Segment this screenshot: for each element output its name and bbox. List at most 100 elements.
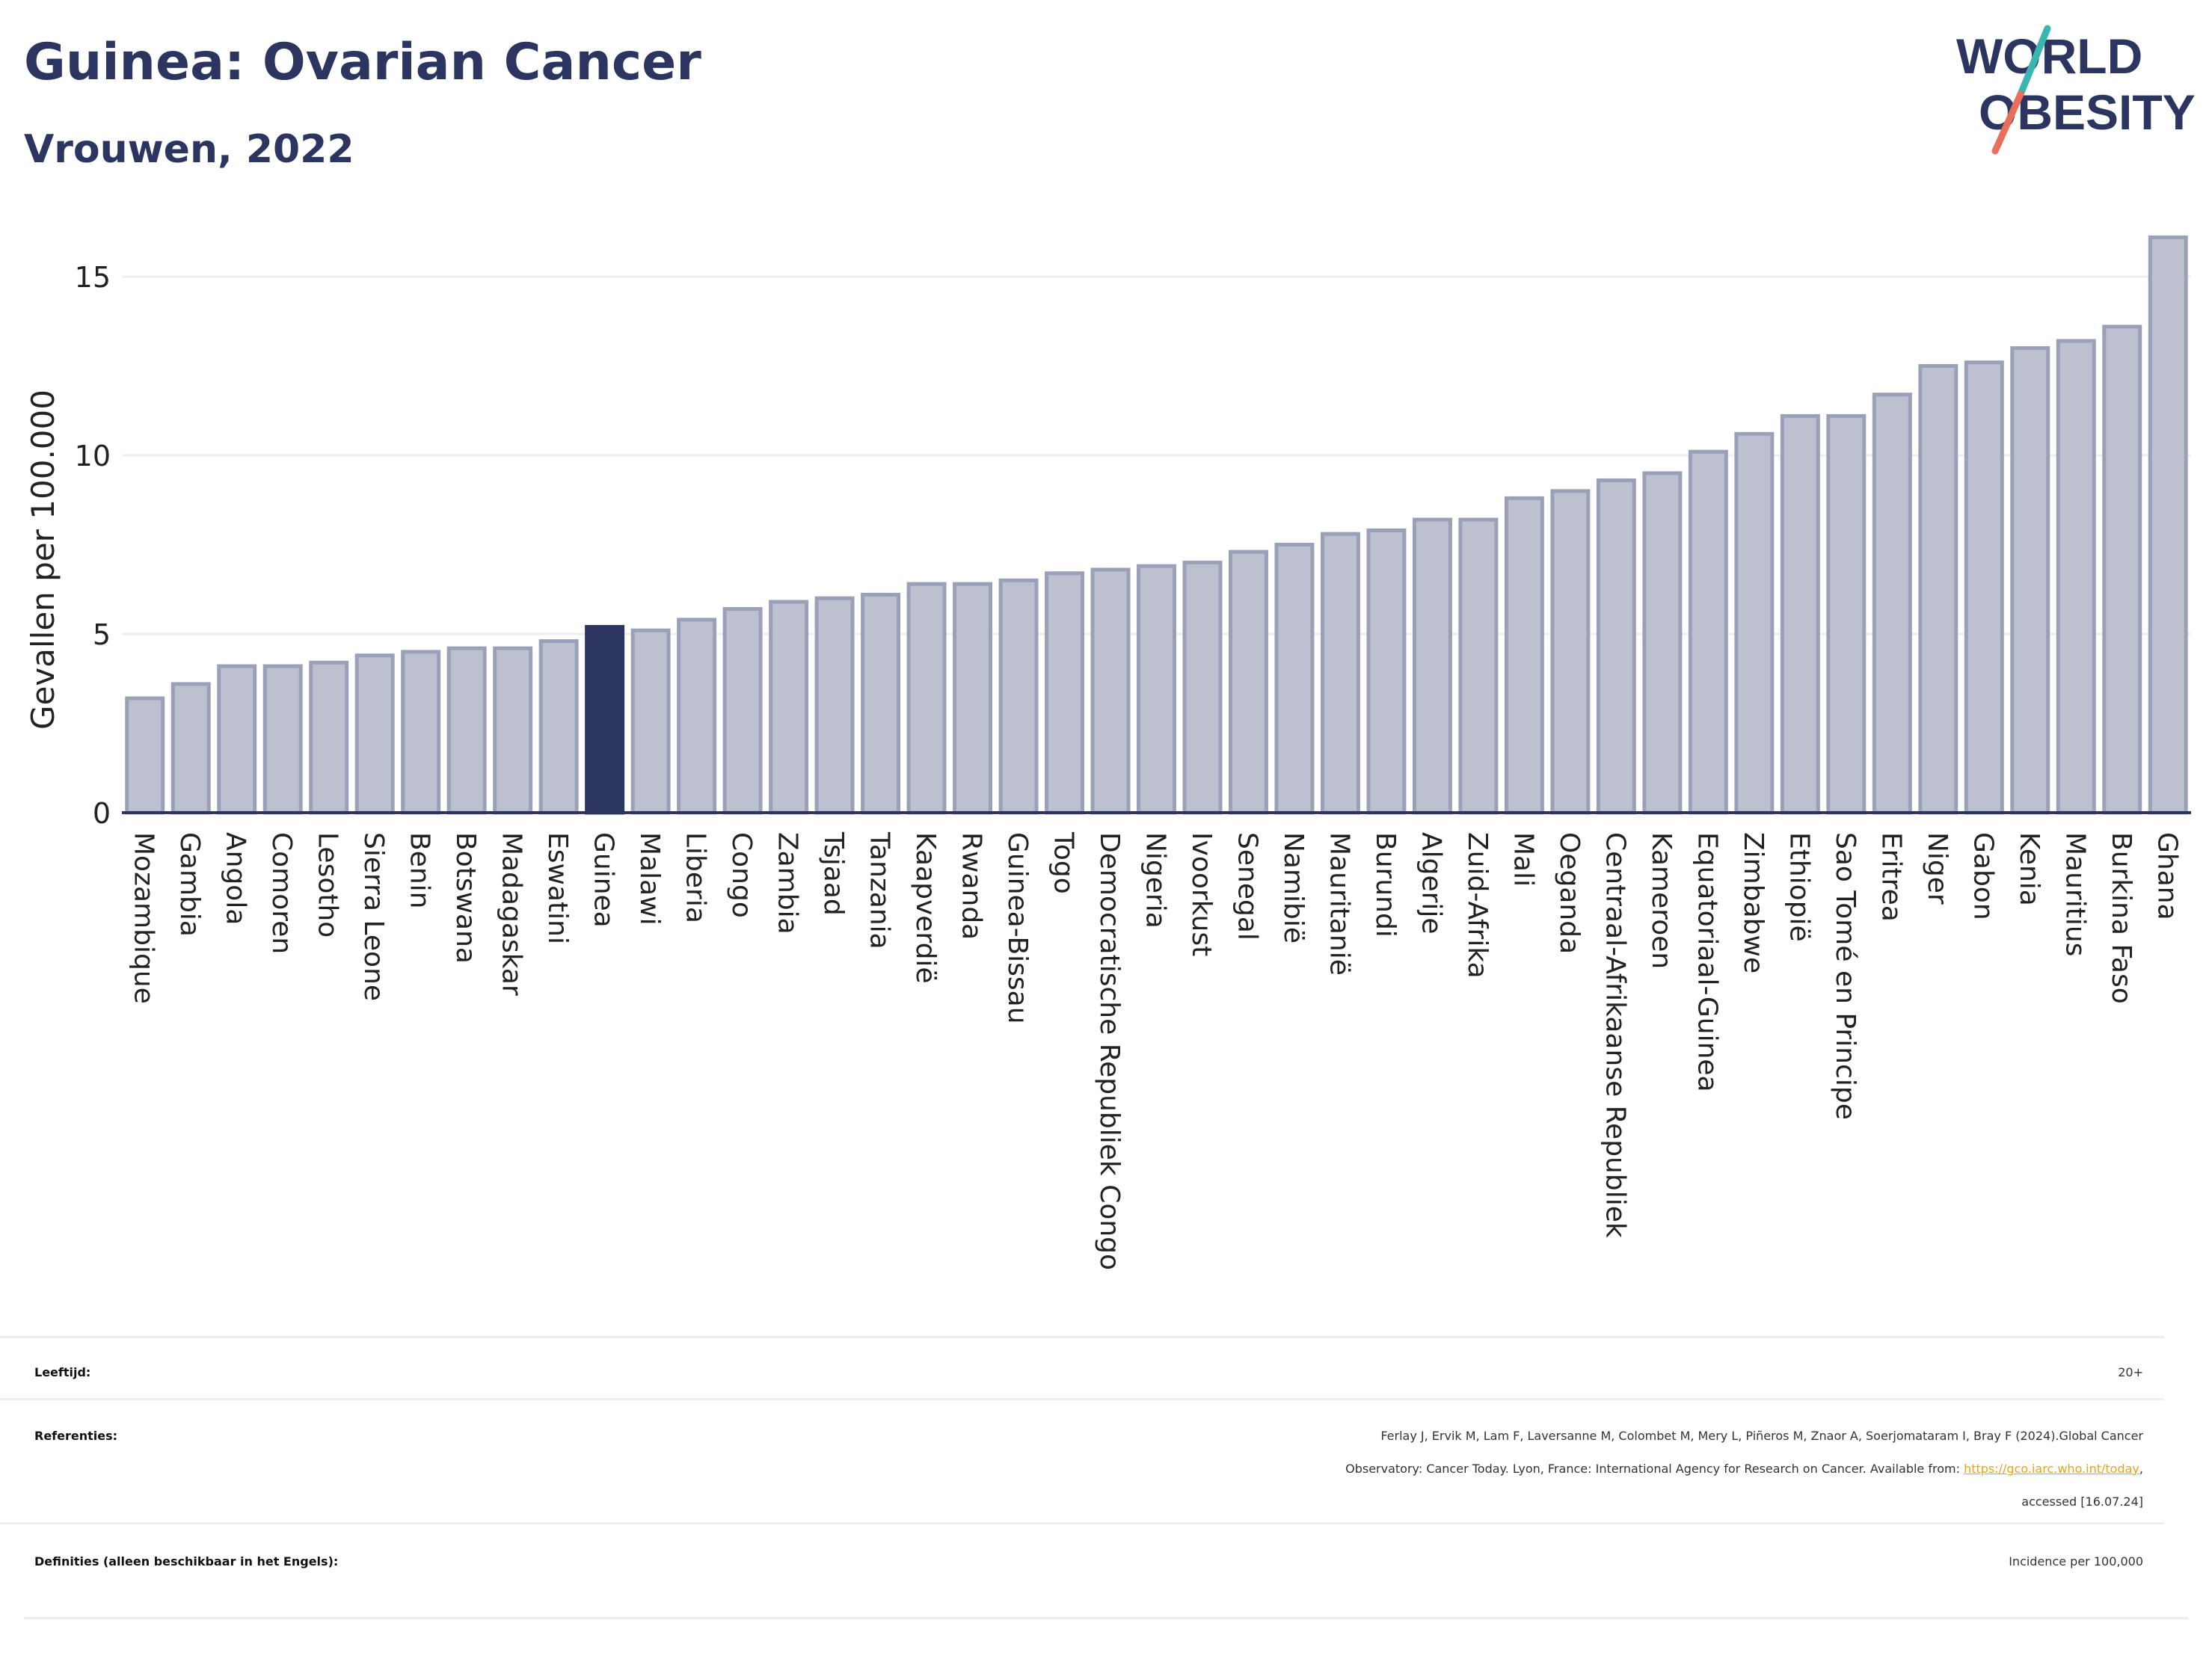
x-tick-label: Rwanda (956, 832, 987, 940)
x-tick-label: Mozambique (129, 832, 159, 1004)
bar-burkina-faso[interactable] (2102, 324, 2142, 815)
references-text: Ferlay J, Ervik M, Lam F, Laversanne M, … (573, 1420, 2143, 1518)
x-tick-label: Tanzania (864, 831, 895, 949)
references-line-2-text: Observatory: Cancer Today. Lyon, France:… (1345, 1462, 1964, 1476)
bar-eswatini[interactable] (538, 639, 579, 815)
x-tick-label: Oeganda (1554, 832, 1585, 954)
x-tick-label: Togo (1048, 831, 1079, 894)
y-tick-label: 0 (93, 797, 111, 830)
y-tick-label: 5 (93, 618, 111, 651)
references-line-3: accessed [16.07.24] (2021, 1495, 2143, 1509)
bar-gabon[interactable] (1964, 360, 2004, 815)
bar-sao-tom-en-principe[interactable] (1826, 413, 1867, 815)
x-tick-label: Zuid-Afrika (1462, 832, 1493, 979)
age-row: Leeftijd: 20+ (0, 1336, 2164, 1398)
references-link[interactable]: https://gco.iarc.who.int/today (1964, 1462, 2139, 1476)
bar-oeganda[interactable] (1550, 489, 1591, 815)
bar-burundi[interactable] (1366, 528, 1407, 815)
bar-algerije[interactable] (1412, 517, 1452, 815)
bar-eritrea[interactable] (1872, 393, 1912, 815)
x-tick-label: Comoren (266, 832, 297, 954)
x-tick-label: Malawi (634, 832, 665, 926)
bar-sierra-leone[interactable] (354, 653, 395, 815)
bar-mozambique[interactable] (125, 696, 165, 815)
age-label: Leeftijd: (34, 1365, 91, 1379)
x-tick-label: Niger (1922, 832, 1953, 905)
x-tick-label: Benin (405, 832, 435, 908)
bar-nigeria[interactable] (1137, 564, 1176, 815)
logo-slash-top (2017, 25, 2051, 98)
bar-zimbabwe[interactable] (1734, 431, 1775, 815)
x-tick-label: Kameroen (1646, 832, 1677, 969)
bottom-divider (24, 1617, 2188, 1619)
bar-congo[interactable] (722, 607, 763, 815)
bar-zambia[interactable] (769, 600, 809, 815)
definitions-row: Definities (alleen beschikbaar in het En… (0, 1522, 2164, 1619)
bar-togo[interactable] (1045, 571, 1085, 815)
bar-madagaskar[interactable] (493, 646, 533, 815)
bar-malawi[interactable] (630, 628, 671, 815)
x-tick-label: Ivoorkust (1186, 832, 1217, 956)
x-tick-label: Centraal-Afrikaanse Republiek (1600, 832, 1630, 1238)
x-tick-label: Eritrea (1875, 832, 1906, 922)
x-tick-label: Guinea (589, 832, 619, 928)
bar-centraal-afrikaanse-republiek[interactable] (1596, 478, 1636, 815)
logo-slash-bottom (1991, 90, 2024, 155)
bar-botswana[interactable] (446, 646, 487, 815)
bar-gambia[interactable] (170, 682, 211, 815)
references-label: Referenties: (34, 1429, 118, 1443)
definitions-value: Incidence per 100,000 (2009, 1554, 2143, 1569)
x-tick-label: Kenia (2014, 832, 2044, 906)
y-axis-label: Gevallen per 100.000 (25, 390, 61, 730)
bar-guinea-bissau[interactable] (998, 578, 1039, 815)
x-tick-label: Democratische Republiek Congo (1094, 832, 1125, 1270)
bar-benin[interactable] (401, 650, 441, 815)
references-row: Referenties: Ferlay J, Ervik M, Lam F, L… (0, 1398, 2164, 1523)
x-tick-label: Burundi (1370, 832, 1401, 938)
x-tick-label: Equatoriaal-Guinea (1692, 832, 1722, 1092)
x-tick-label: Sierra Leone (358, 832, 389, 1001)
x-tick-label: Gambia (174, 832, 205, 937)
bar-mauritius[interactable] (2056, 339, 2096, 815)
bar-liberia[interactable] (677, 618, 717, 815)
bar-kenia[interactable] (2010, 346, 2050, 815)
bar-kaapverdi-[interactable] (906, 582, 947, 815)
x-tick-label: Lesotho (313, 832, 343, 938)
bar-equatoriaal-guinea[interactable] (1688, 449, 1728, 815)
x-tick-label: Guinea-Bissau (1002, 832, 1033, 1024)
bar-ghana[interactable] (2148, 235, 2188, 815)
bar-namibi-[interactable] (1274, 543, 1315, 815)
bar-mali[interactable] (1504, 496, 1544, 815)
bar-senegal[interactable] (1228, 550, 1268, 815)
references-line-2: Observatory: Cancer Today. Lyon, France:… (573, 1453, 2143, 1486)
x-tick-label: Eswatini (542, 832, 573, 944)
x-tick-label: Liberia (681, 832, 711, 923)
bar-ivoorkust[interactable] (1182, 560, 1223, 815)
chart-subtitle: Vrouwen, 2022 (24, 127, 354, 172)
x-tick-label: Algerije (1416, 832, 1446, 935)
x-tick-label: Mali (1508, 832, 1538, 887)
x-tick-label: Mauritanië (1324, 832, 1354, 976)
logo-line1: WORLD (1956, 28, 2142, 84)
bar-ethiopi-[interactable] (1780, 413, 1820, 815)
x-tick-label: Ethiopië (1784, 832, 1814, 942)
bar-chart: 0 5 10 15 Gevallen per 100.000 Mozambique Gamb… (25, 235, 2191, 1270)
bar-tanzania[interactable] (861, 592, 901, 815)
bar-guinea[interactable] (585, 624, 625, 815)
x-tick-label: Ghana (2151, 832, 2182, 920)
bar-mauritani-[interactable] (1320, 532, 1360, 815)
x-tick-label: Namibië (1278, 832, 1309, 944)
bar-rwanda[interactable] (953, 582, 993, 815)
bar-angola[interactable] (217, 664, 257, 815)
bar-democratische-republiek-congo[interactable] (1090, 567, 1131, 815)
bar-kameroen[interactable] (1642, 471, 1683, 815)
x-tick-label: Burkina Faso (2106, 832, 2136, 1004)
x-tick-label: Congo (726, 832, 757, 918)
bar-niger[interactable] (1918, 364, 1958, 815)
bar-comoren[interactable] (262, 664, 303, 815)
bar-lesotho[interactable] (309, 660, 349, 815)
bar-zuid-afrika[interactable] (1458, 517, 1499, 815)
bar-tsjaad[interactable] (814, 596, 855, 815)
x-tick-label: Botswana (450, 832, 481, 964)
y-tick-label: 15 (75, 261, 111, 294)
